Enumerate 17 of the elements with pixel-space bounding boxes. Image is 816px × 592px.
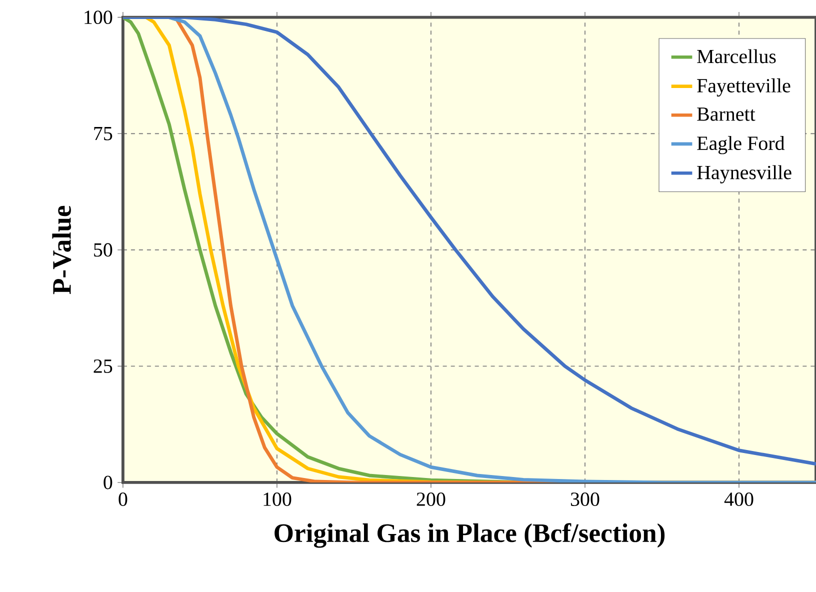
x-tick-label: 400 <box>724 492 754 506</box>
legend-label: Fayetteville <box>697 78 790 96</box>
y-tick-label: 75 <box>94 126 112 140</box>
x-tick-label: 100 <box>264 492 292 506</box>
legend-label: Haynesville <box>697 165 792 184</box>
y-axis-title: P-Value <box>52 206 72 294</box>
y-tick-label: 25 <box>94 359 112 373</box>
y-tick-label: 100 <box>84 10 112 24</box>
x-tick-label: 0 <box>118 492 128 506</box>
x-axis-title: Original Gas in Place (Bcf/section) <box>274 522 665 548</box>
y-tick-label: 0 <box>104 476 112 490</box>
x-tick-label: 200 <box>416 492 446 506</box>
legend-label: Barnett <box>697 107 756 121</box>
y-tick-label: 50 <box>94 242 112 256</box>
legend-label: Eagle Ford <box>697 136 785 154</box>
legend-label: Marcellus <box>697 48 776 64</box>
x-tick-label: 300 <box>570 492 600 506</box>
